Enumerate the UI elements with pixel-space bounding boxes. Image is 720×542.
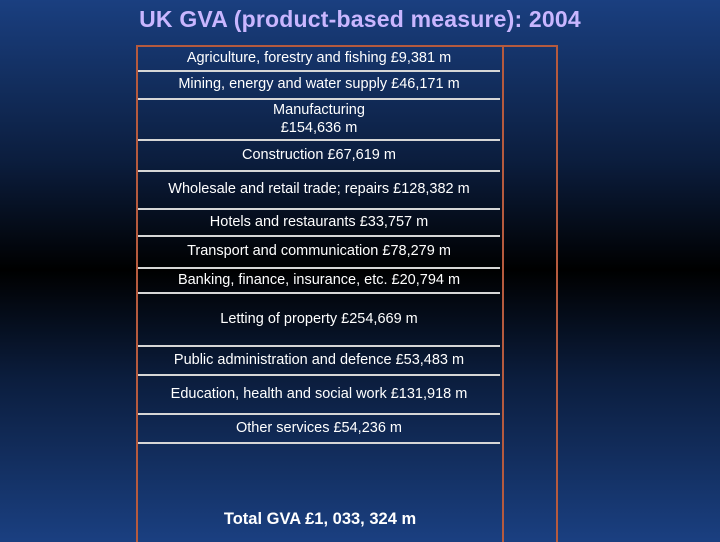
segment-divider <box>138 139 500 141</box>
segment-divider <box>138 292 500 294</box>
segment-4: Construction £67,619 m <box>242 146 396 163</box>
segment-2: Mining, energy and water supply £46,171 … <box>178 76 460 93</box>
segment-divider <box>138 70 500 72</box>
segment-divider <box>138 345 500 347</box>
segment-divider <box>138 413 500 415</box>
segment-1: Agriculture, forestry and fishing £9,381… <box>186 50 452 67</box>
chart-frame <box>136 45 558 542</box>
segment-12: Other services £54,236 m <box>235 419 403 436</box>
segment-divider <box>138 267 500 269</box>
segment-11: Education, health and social work £131,9… <box>170 385 468 402</box>
segment-7: Transport and communication £78,279 m <box>187 243 451 260</box>
total-label: Total GVA £1, 033, 324 m <box>223 510 417 528</box>
segment-divider <box>138 208 500 210</box>
segment-3: Manufacturing £154,636 m <box>273 102 365 136</box>
segment-6: Hotels and restaurants £33,757 m <box>209 213 429 230</box>
chart-title: UK GVA (product-based measure): 2004 <box>139 6 581 32</box>
segment-5: Wholesale and retail trade; repairs £128… <box>168 181 470 198</box>
frame-inner-divider <box>502 45 504 542</box>
segment-divider <box>138 170 500 172</box>
segment-divider <box>138 374 500 376</box>
segment-divider <box>138 98 500 100</box>
segment-9: Letting of property £254,669 m <box>220 310 418 327</box>
segment-8: Banking, finance, insurance, etc. £20,79… <box>177 271 461 288</box>
segment-divider <box>138 235 500 237</box>
segment-10: Public administration and defence £53,48… <box>173 351 465 368</box>
segment-divider <box>138 442 500 444</box>
